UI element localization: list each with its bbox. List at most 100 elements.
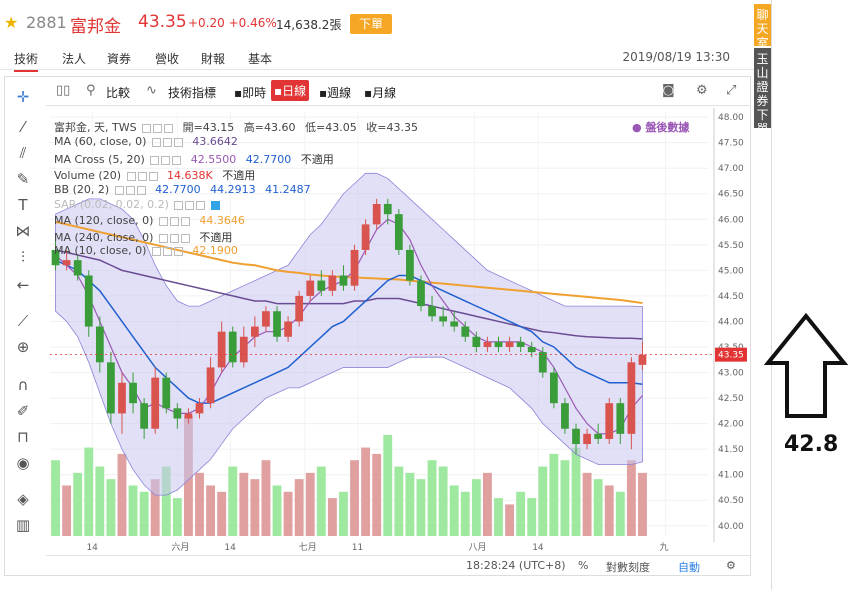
y-tick-label: 40.50 — [718, 496, 744, 506]
candle-body — [184, 413, 193, 419]
log-scale-toggle[interactable]: 對數刻度 — [606, 561, 650, 574]
eye-icon[interactable]: ◉ — [16, 454, 30, 472]
auto-scale-toggle[interactable]: 自動 — [678, 561, 700, 574]
volume-bar — [582, 472, 592, 536]
favorite-star-icon[interactable]: ★ — [4, 13, 19, 32]
gear-icon[interactable]: ⚙ — [696, 83, 708, 98]
tab-revenue[interactable]: 營收 — [155, 52, 180, 66]
candle-type-icon[interactable]: ▯▯ — [56, 83, 71, 98]
candle-body — [450, 321, 459, 327]
status-gear-icon[interactable]: ⚙ — [726, 559, 736, 572]
y-tick-label: 45.50 — [718, 241, 744, 251]
legend-chip — [162, 246, 172, 256]
x-tick-label: 八月 — [469, 542, 487, 553]
ruler-icon[interactable]: ⟋ — [17, 312, 29, 330]
x-tick-label: 六月 — [171, 541, 189, 553]
chatroom-tab[interactable]: 聊天室 — [754, 4, 771, 50]
candle-body — [306, 280, 315, 296]
layers-icon[interactable]: ◈ — [17, 490, 29, 508]
candle-body — [107, 362, 115, 414]
volume-bar — [383, 434, 393, 536]
pattern-icon[interactable]: ⋈ — [15, 222, 31, 240]
weekly-label: 週線 — [327, 86, 352, 100]
measure-icon[interactable]: ⫶ — [21, 248, 25, 266]
trendline-icon[interactable]: ⁄ — [21, 118, 25, 136]
back-arrow-icon[interactable]: ← — [16, 276, 30, 294]
weekly-button[interactable]: ▪週線 — [319, 86, 352, 100]
legend-chip — [148, 171, 158, 181]
volume-bar — [538, 466, 548, 536]
y-tick-label: 45.00 — [718, 266, 744, 276]
volume-bar — [195, 472, 204, 536]
candle-body — [284, 321, 292, 337]
indicators-button[interactable]: 技術指標 — [168, 86, 217, 100]
tab-margin[interactable]: 資券 — [107, 52, 132, 66]
pitchfork-icon[interactable]: ⫽ — [19, 144, 27, 162]
price-chart[interactable]: 48.00 47.50 47.00 46.50 46.00 45.50 45.00 44.50… — [46, 108, 750, 554]
candle-body — [151, 377, 160, 429]
zoom-in-icon[interactable]: ⊕ — [16, 338, 30, 356]
tab-financials[interactable]: 財報 — [201, 52, 226, 66]
legend-chip — [150, 155, 160, 165]
compare-button[interactable]: 比較 — [106, 86, 131, 100]
x-tick-label: 11 — [352, 543, 363, 553]
candle-body — [173, 408, 182, 419]
lock-icon[interactable]: ⊓ — [17, 428, 29, 446]
camera-icon[interactable]: ◙ — [662, 83, 675, 98]
candle-body — [461, 326, 470, 337]
volume-bar — [339, 491, 348, 536]
legend-chip — [180, 233, 190, 243]
stock-price: 43.35 — [138, 12, 187, 32]
y-tick-label: 48.00 — [718, 113, 744, 123]
volume-bar — [615, 491, 625, 536]
trash-icon[interactable]: ▥ — [15, 516, 31, 534]
volume-bar — [560, 460, 570, 536]
volume-bar — [416, 479, 426, 536]
legend-cross-v1: 42.5500 — [190, 153, 237, 166]
indicator-icon[interactable]: ∿ — [146, 83, 157, 98]
legend-sar-toggle[interactable] — [210, 200, 220, 210]
legend-volume: Volume (20) 14.638K 不適用 — [54, 167, 255, 183]
tab-basic[interactable]: 基本 — [248, 52, 273, 66]
y-tick-label: 41.50 — [718, 445, 744, 455]
legend-ma120: MA (120, close, 0) 44.3646 — [54, 214, 245, 227]
daily-button[interactable]: ▪日線 — [271, 80, 310, 101]
brush-icon[interactable]: ✎ — [16, 170, 30, 188]
volume-bar — [638, 472, 647, 536]
compare-icon[interactable]: ⚲ — [86, 83, 96, 98]
tab-technical[interactable]: 技術 — [14, 50, 39, 72]
monthly-button[interactable]: ▪月線 — [364, 86, 397, 100]
text-icon[interactable]: T — [18, 196, 28, 214]
realtime-button[interactable]: ▪即時 — [234, 86, 267, 100]
tab-institutional[interactable]: 法人 — [62, 52, 87, 66]
candle-body — [328, 275, 337, 291]
candle-body — [262, 311, 270, 327]
volume-bar — [117, 453, 127, 536]
daily-label: 日線 — [282, 84, 307, 98]
after-hours-text: 盤後數據 — [645, 121, 690, 134]
y-tick-label: 44.00 — [718, 317, 744, 327]
broker-order-tab[interactable]: 玉山證券下單 — [754, 48, 771, 136]
trade-button[interactable]: 下單 — [350, 14, 392, 34]
y-tick-label: 46.50 — [718, 190, 744, 200]
candle-body — [516, 341, 525, 347]
percent-toggle[interactable]: % — [578, 559, 589, 572]
volume-bar — [405, 472, 415, 536]
volume-bar — [471, 479, 481, 536]
bollinger-band — [55, 172, 643, 496]
crosshair-icon[interactable]: ✛ — [16, 88, 30, 106]
legend-close: 收=43.35 — [366, 121, 418, 134]
volume-bar — [571, 447, 581, 536]
fullscreen-icon[interactable]: ⤢ — [726, 83, 737, 98]
magnet-icon[interactable]: ∩ — [17, 376, 29, 394]
candle-body — [605, 403, 614, 439]
legend-chip — [196, 200, 206, 210]
datetime: 2019/08/19 13:30 — [622, 50, 730, 64]
candle-body — [350, 249, 359, 286]
y-tick-label: 47.00 — [718, 164, 744, 174]
stock-volume: 14,638.2張 — [276, 18, 342, 32]
legend-ma10-value: 42.1900 — [192, 244, 238, 257]
lock-drawing-icon[interactable]: ✐ — [16, 402, 30, 420]
y-tick-label: 44.50 — [718, 292, 744, 302]
candle-body — [538, 352, 547, 373]
